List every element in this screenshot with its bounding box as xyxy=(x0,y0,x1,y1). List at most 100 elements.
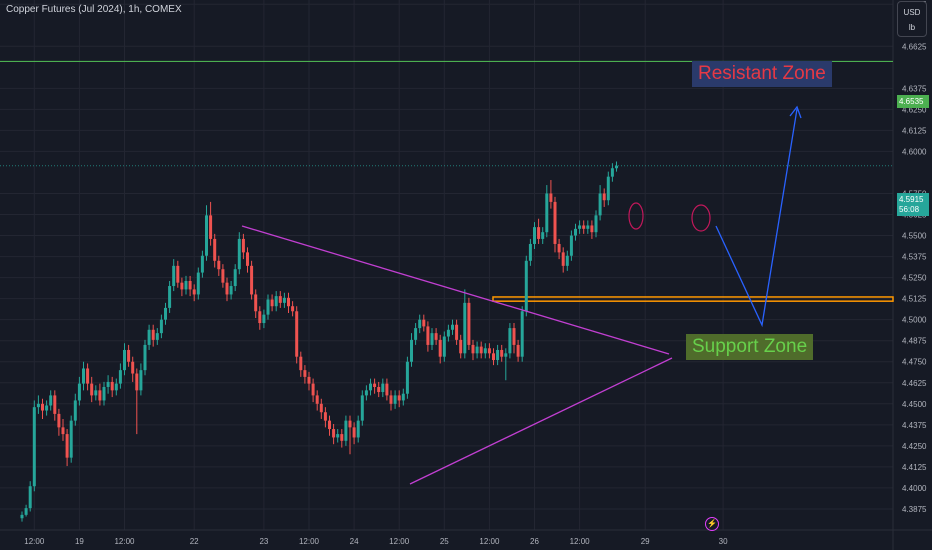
candle-body xyxy=(90,383,94,396)
candle-body xyxy=(151,329,155,340)
candle-body xyxy=(401,393,405,401)
candle-body xyxy=(336,434,340,438)
candle-body xyxy=(323,412,327,421)
candle-body xyxy=(463,302,467,354)
candle-body xyxy=(410,339,413,362)
candle-body xyxy=(65,434,69,458)
candle-body xyxy=(270,299,274,307)
candle-body xyxy=(36,403,40,408)
y-tick-label: 4.4125 xyxy=(902,463,927,472)
candle-body xyxy=(512,328,516,345)
candle-body xyxy=(274,296,278,307)
countdown-label: 56:08 xyxy=(897,203,929,216)
candle-body xyxy=(582,225,586,229)
currency-label: USD xyxy=(903,8,921,17)
y-tick-label: 4.4375 xyxy=(902,421,927,430)
x-tick-label: 24 xyxy=(350,537,359,546)
candle-body xyxy=(135,373,139,391)
candle-body xyxy=(352,427,356,438)
candle-body xyxy=(344,420,348,441)
candle-body xyxy=(553,201,557,244)
candle-body xyxy=(451,324,454,330)
candle-body xyxy=(610,168,614,177)
candle-body xyxy=(299,356,303,371)
x-tick-label: 22 xyxy=(190,537,199,546)
candle-body xyxy=(45,405,49,411)
candle-body xyxy=(524,260,528,312)
candle-body xyxy=(533,227,536,244)
candle-body xyxy=(385,383,389,396)
candle-body xyxy=(176,265,180,283)
candle-body xyxy=(188,280,192,290)
candle-body xyxy=(434,333,438,340)
candle-body xyxy=(57,413,61,428)
candle-body xyxy=(131,361,135,374)
candle-body xyxy=(205,215,208,256)
candle-body xyxy=(28,486,32,509)
candle-body xyxy=(73,400,77,421)
candle-body xyxy=(180,282,184,290)
candle-body xyxy=(467,302,471,345)
x-tick-label: 29 xyxy=(641,537,650,546)
candle-body xyxy=(250,265,254,295)
candle-body xyxy=(106,381,110,387)
support-zone-label: Support Zone xyxy=(686,334,814,360)
candle-body xyxy=(233,269,237,287)
candle-body xyxy=(61,427,65,435)
candle-body xyxy=(303,370,307,377)
candle-body xyxy=(278,296,282,303)
candle-body xyxy=(127,349,131,362)
measure-label: lb xyxy=(908,23,916,32)
candle-body xyxy=(311,383,315,396)
candle-body xyxy=(86,368,90,384)
candle-body xyxy=(82,368,85,384)
candle-body xyxy=(295,311,299,357)
candle-body xyxy=(459,339,463,354)
candle-body xyxy=(307,376,311,384)
y-tick-label: 4.4750 xyxy=(902,358,927,367)
lightning-icon[interactable]: ⚡ xyxy=(705,517,719,531)
y-tick-label: 4.4625 xyxy=(902,379,927,388)
candle-body xyxy=(369,383,372,391)
x-tick-label: 12:00 xyxy=(114,537,135,546)
y-tick-label: 4.4500 xyxy=(902,400,927,409)
x-tick-label: 26 xyxy=(530,537,539,546)
projection-arrowhead xyxy=(789,105,802,119)
x-tick-label: 19 xyxy=(75,537,84,546)
candle-body xyxy=(545,193,549,233)
x-tick-label: 23 xyxy=(259,537,268,546)
currency-unit-selector[interactable]: USD lb xyxy=(897,1,927,37)
y-tick-label: 4.5000 xyxy=(902,316,927,325)
candle-body xyxy=(291,306,295,312)
candle-body xyxy=(574,228,577,236)
candle-body xyxy=(483,348,487,354)
candle-body xyxy=(123,349,126,371)
candle-body xyxy=(98,390,102,401)
candle-body xyxy=(520,311,524,357)
x-tick-label: 25 xyxy=(440,537,449,546)
candle-body xyxy=(258,311,262,324)
x-tick-label: 12:00 xyxy=(389,537,410,546)
candle-body xyxy=(319,403,323,413)
candle-body xyxy=(475,346,479,354)
candle-body xyxy=(225,282,229,295)
y-tick-label: 4.4250 xyxy=(902,442,927,451)
candle-body xyxy=(393,395,397,404)
x-tick-label: 30 xyxy=(719,537,728,546)
candle-body xyxy=(606,176,610,201)
y-tick-label: 4.6250 xyxy=(902,105,927,114)
candle-body xyxy=(356,420,360,438)
candle-body xyxy=(266,299,270,315)
candle-body xyxy=(246,252,249,266)
top-marker-ellipse xyxy=(628,202,644,230)
y-tick-label: 4.5500 xyxy=(902,232,927,241)
candle-body xyxy=(241,238,245,253)
candle-body xyxy=(159,319,163,334)
y-tick-label: 4.3875 xyxy=(902,505,927,514)
candle-body xyxy=(479,346,483,354)
candle-body xyxy=(405,361,409,394)
candle-body xyxy=(340,434,344,441)
candle-body xyxy=(426,326,430,345)
last-price-label: 4.5915 xyxy=(897,193,929,206)
